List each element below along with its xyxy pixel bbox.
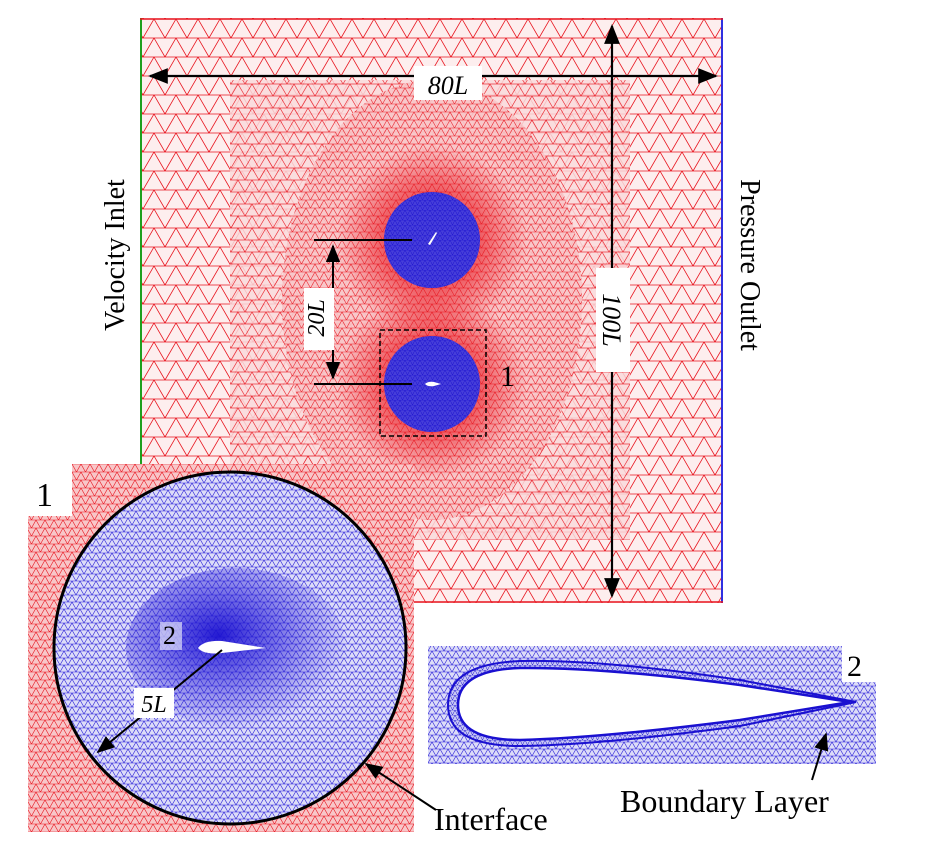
radius-dimension-label: 5L xyxy=(141,692,166,718)
dimension-width: 80L xyxy=(148,66,718,100)
interface-label: Interface xyxy=(434,801,548,837)
radius-label-background xyxy=(134,688,174,718)
detail-2-marker-background xyxy=(160,622,182,650)
boundary-layer-pointer-arrow xyxy=(811,732,829,781)
velocity-inlet-label: Velocity Inlet xyxy=(100,179,131,331)
height-dimension-label: 100L xyxy=(597,293,626,346)
inset-detail-1: 1 2 5L xyxy=(28,464,414,832)
dimension-height: 100L xyxy=(596,24,630,598)
inset-1-title-background xyxy=(28,464,72,516)
airfoil-bottom xyxy=(425,381,441,387)
detail-1-marker: 1 xyxy=(500,360,515,393)
airfoil-top xyxy=(428,232,437,245)
width-dimension-label: 80L xyxy=(428,71,468,100)
boundary-layer-label: Boundary Layer xyxy=(620,783,829,819)
spacing-label-background xyxy=(304,288,334,350)
width-label-background xyxy=(414,66,482,100)
pressure-outlet-label: Pressure Outlet xyxy=(734,179,765,351)
spacing-dimension-label: 20L xyxy=(304,299,330,336)
interface-pointer-arrow xyxy=(364,763,437,811)
height-label-background xyxy=(596,268,630,372)
inset-2-airfoil xyxy=(456,666,851,742)
inset-2-title-background xyxy=(842,646,876,682)
inset-1-title: 1 xyxy=(36,477,53,514)
inset-1-airfoil xyxy=(198,640,266,654)
detail-2-marker: 2 xyxy=(163,621,176,650)
inset-detail-2: 2 xyxy=(428,646,876,764)
dimension-spacing: 20L xyxy=(304,239,412,385)
inset-2-title: 2 xyxy=(847,650,862,683)
